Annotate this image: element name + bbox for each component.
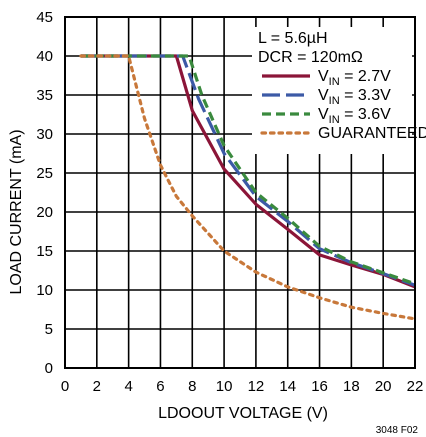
y-tick-label: 10: [36, 282, 53, 299]
figure-code: 3048 F02: [376, 425, 419, 436]
x-tick-label: 16: [311, 378, 328, 395]
x-tick-label: 22: [407, 378, 424, 395]
legend-label: VIN = 3.3V: [318, 87, 391, 107]
y-tick-label: 30: [36, 126, 53, 143]
x-tick-label: 12: [248, 378, 265, 395]
x-tick-label: 14: [279, 378, 296, 395]
x-tick-label: 20: [375, 378, 392, 395]
legend-label: GUARANTEED: [318, 125, 426, 142]
y-tick-label: 40: [36, 48, 53, 65]
y-tick-label: 45: [36, 9, 53, 26]
y-tick-label: 15: [36, 243, 53, 260]
y-tick-label: 0: [45, 360, 53, 377]
x-tick-label: 2: [93, 378, 101, 395]
x-tick-label: 0: [61, 378, 69, 395]
x-tick-label: 8: [188, 378, 196, 395]
y-tick-label: 25: [36, 165, 53, 182]
series-line-2: [80, 54, 416, 286]
legend-label: VIN = 2.7V: [318, 68, 391, 88]
x-axis-label: LDOOUT VOLTAGE (V): [158, 405, 328, 422]
annotations: L = 5.6µH DCR = 120mΩ: [258, 30, 363, 66]
x-tick-label: 18: [343, 378, 360, 395]
annotation-text: L = 5.6µH: [258, 30, 328, 47]
plot-frame: [64, 16, 416, 369]
y-tick-label: 20: [36, 204, 53, 221]
x-tick-label: 10: [216, 378, 233, 395]
x-tick-label: 4: [124, 378, 132, 395]
y-axis-label: LOAD CURRENT (mA): [8, 129, 25, 294]
series-line-3: [79, 54, 417, 321]
y-tick-label: 5: [45, 321, 53, 338]
series-lines: [79, 54, 417, 321]
axes: 0 2 4 6 8 10 12 14 16 18 20 22 0 5 10 15 20 25 30 35 40 45: [36, 9, 423, 395]
y-tick-label: 35: [36, 87, 53, 104]
x-tick-label: 6: [156, 378, 164, 395]
annotation-text: DCR = 120mΩ: [258, 49, 363, 66]
legend-label: VIN = 3.6V: [318, 106, 391, 126]
